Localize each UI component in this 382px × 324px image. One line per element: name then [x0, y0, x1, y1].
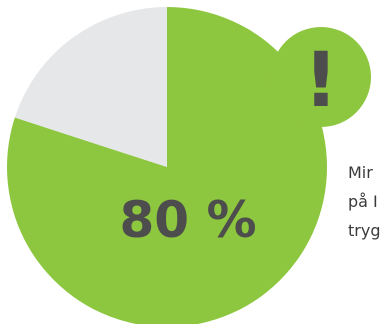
percentage-label: 80 %	[119, 191, 256, 249]
side-caption: Mir på I tryg	[348, 158, 382, 245]
pie-slices	[7, 7, 327, 324]
side-caption-line: Mir	[348, 163, 373, 182]
side-caption-line: tryg	[348, 221, 381, 240]
exclamation-icon: !	[304, 35, 339, 124]
alert-badge	[271, 27, 371, 127]
pie-slice-1	[14, 7, 167, 167]
side-caption-line: på I	[348, 192, 378, 211]
pie-slice-0	[7, 7, 327, 324]
